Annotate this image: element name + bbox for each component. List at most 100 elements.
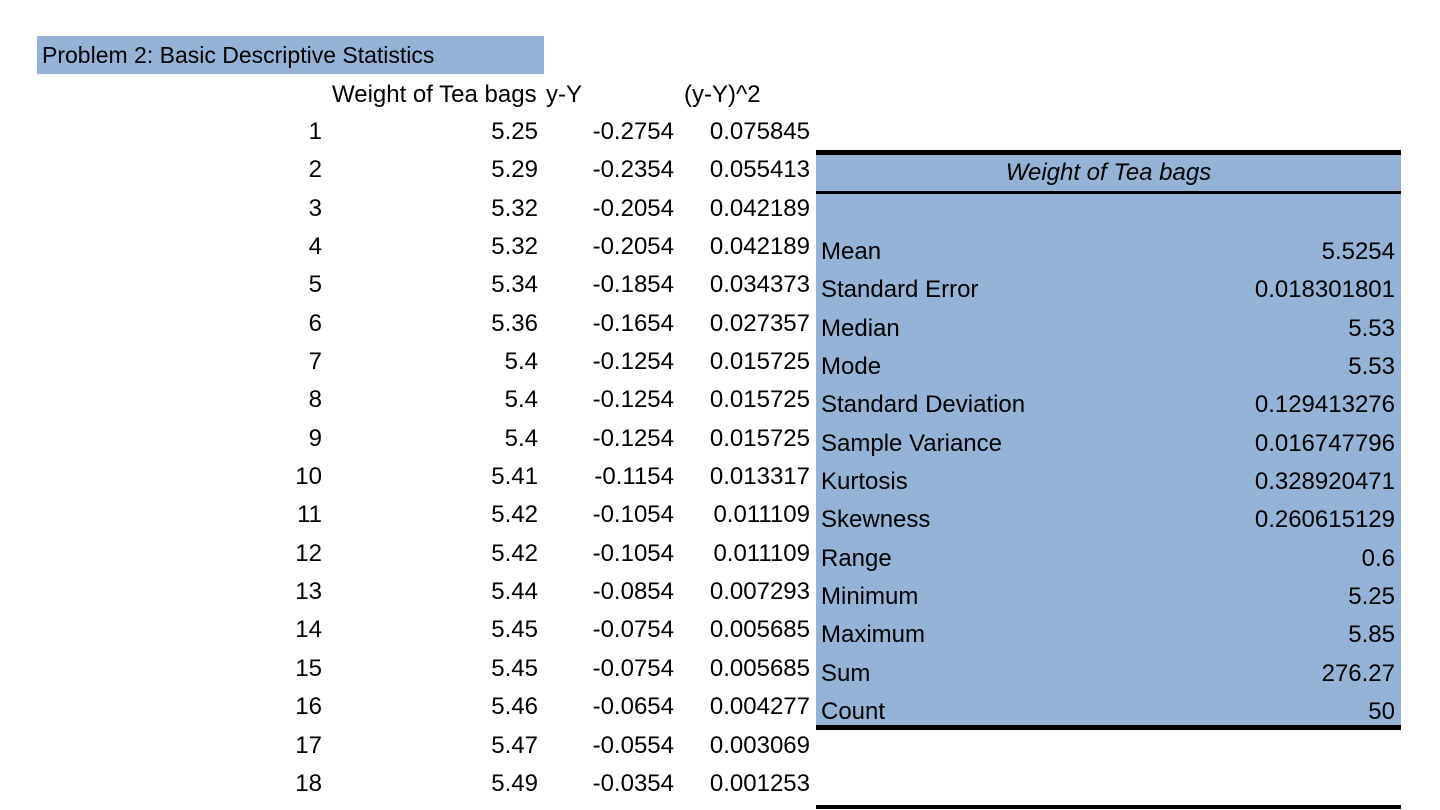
squared-cell: 0.015725 (709, 348, 810, 376)
squared-cell: 0.005685 (709, 616, 810, 644)
stat-row: Kurtosis 0.328920471 (816, 463, 1401, 501)
deviation-cell: -0.1654 (592, 309, 674, 337)
stat-value: 276.27 (1321, 659, 1395, 687)
stat-row: Range 0.6 (816, 540, 1401, 578)
stat-row: Count 50 (816, 693, 1401, 731)
stat-row: Standard Deviation 0.129413276 (816, 386, 1401, 424)
stat-value: 0.260615129 (1254, 506, 1395, 534)
stat-row: Maximum 5.85 (816, 616, 1401, 654)
deviation-cell: -0.1154 (594, 463, 674, 491)
stat-value: 0.129413276 (1254, 391, 1395, 419)
deviation-cell: -0.1054 (592, 501, 674, 529)
weight-cell: 5.32 (491, 233, 538, 261)
weight-cell: 5.36 (491, 309, 538, 337)
stat-row: Median 5.53 (816, 310, 1401, 348)
stat-label: Range (821, 544, 892, 572)
deviation-cell: -0.0654 (592, 693, 674, 721)
data-table: 1 5.25 -0.2754 0.075845 2 5.29 -0.2354 0.055413… (0, 113, 816, 803)
stat-value: 5.53 (1348, 353, 1395, 381)
table-row: 3 5.32 -0.2054 0.042189 (0, 190, 816, 228)
row-index: 1 (308, 118, 322, 145)
stat-label: Maximum (821, 621, 926, 649)
weight-cell: 5.47 (491, 731, 538, 759)
stat-label: Skewness (821, 506, 931, 534)
deviation-cell: -0.1254 (592, 424, 674, 452)
table-row: 2 5.29 -0.2354 0.055413 (0, 151, 816, 189)
stat-row: Mode 5.53 (816, 348, 1401, 386)
row-index: 9 (308, 424, 322, 452)
table-row: 12 5.42 -0.1054 0.011109 (0, 535, 816, 573)
stat-value: 0.016747796 (1254, 429, 1395, 457)
table-row: 9 5.4 -0.1254 0.015725 (0, 420, 816, 458)
stat-row: Mean 5.5254 (816, 233, 1401, 271)
stat-row: Minimum 5.25 (816, 578, 1401, 616)
stat-label: Mode (821, 353, 882, 381)
stat-value: 0.018301801 (1254, 276, 1395, 304)
squared-cell: 0.005685 (709, 654, 810, 682)
stat-value: 0.6 (1361, 544, 1395, 572)
weight-cell: 5.4 (504, 348, 538, 376)
table-row: 1 5.25 -0.2754 0.075845 (0, 113, 816, 151)
weight-cell: 5.4 (504, 386, 538, 414)
row-index: 13 (295, 578, 322, 606)
stats-heading: Weight of Tea bags (816, 155, 1401, 194)
stat-row: Skewness 0.260615129 (816, 501, 1401, 539)
header-deviation: y-Y (546, 81, 582, 108)
squared-cell: 0.003069 (709, 731, 810, 759)
squared-cell: 0.013317 (709, 463, 810, 491)
stat-row: Standard Error 0.018301801 (816, 271, 1401, 309)
row-index: 8 (308, 386, 322, 414)
squared-cell: 0.007293 (709, 578, 810, 606)
stat-row: Sum 276.27 (816, 655, 1401, 693)
squared-cell: 0.042189 (709, 233, 810, 261)
deviation-cell: -0.2054 (592, 233, 674, 261)
table-row: 8 5.4 -0.1254 0.015725 (0, 381, 816, 419)
row-index: 10 (295, 463, 322, 491)
deviation-cell: -0.1254 (592, 348, 674, 376)
squared-cell: 0.011109 (713, 501, 810, 529)
squared-cell: 0.015725 (709, 386, 810, 414)
deviation-cell: -0.2354 (592, 156, 674, 184)
weight-cell: 5.42 (491, 539, 538, 567)
stat-label: Sample Variance (821, 429, 1002, 457)
stat-row: Sample Variance 0.016747796 (816, 425, 1401, 463)
row-index: 3 (308, 194, 322, 222)
squared-cell: 0.055413 (709, 156, 810, 184)
stat-value: 50 (1368, 698, 1395, 726)
stat-value: 5.25 (1348, 583, 1395, 611)
stat-label: Mean (821, 238, 882, 265)
stat-label: Kurtosis (821, 468, 908, 496)
weight-cell: 5.34 (491, 271, 538, 299)
squared-cell: 0.001253 (709, 769, 810, 797)
deviation-cell: -0.2054 (592, 194, 674, 222)
table-row: 16 5.46 -0.0654 0.004277 (0, 688, 816, 726)
weight-cell: 5.25 (491, 118, 538, 145)
squared-cell: 0.015725 (709, 424, 810, 452)
deviation-cell: -0.0554 (592, 731, 674, 759)
stat-value: 5.53 (1348, 314, 1395, 342)
table-row: 5 5.34 -0.1854 0.034373 (0, 266, 816, 304)
header-weight: Weight of Tea bags (332, 81, 537, 108)
weight-cell: 5.45 (491, 654, 538, 682)
row-index: 14 (295, 616, 322, 644)
stat-value: 5.85 (1348, 621, 1395, 649)
table-row: 6 5.36 -0.1654 0.027357 (0, 305, 816, 343)
squared-cell: 0.075845 (709, 118, 810, 145)
table-row: 17 5.47 -0.0554 0.003069 (0, 727, 816, 765)
row-index: 16 (295, 693, 322, 721)
table-row: 10 5.41 -0.1154 0.013317 (0, 458, 816, 496)
row-index: 11 (297, 501, 322, 529)
row-index: 2 (308, 156, 322, 184)
stat-label: Sum (821, 659, 871, 687)
descriptive-stats-table: Weight of Tea bags Mean 5.5254 Standard Er… (816, 150, 1401, 730)
table-row: 7 5.4 -0.1254 0.015725 (0, 343, 816, 381)
weight-cell: 5.4 (504, 424, 538, 452)
stat-label: Minimum (821, 583, 919, 611)
bottom-rule (816, 805, 1401, 809)
deviation-cell: -0.1054 (592, 539, 674, 567)
deviation-cell: -0.1254 (592, 386, 674, 414)
row-index: 5 (308, 271, 322, 299)
stats-rows: Mean 5.5254 Standard Error 0.018301801 Media… (816, 233, 1401, 731)
stat-value: 0.328920471 (1254, 468, 1395, 496)
table-row: 18 5.49 -0.0354 0.001253 (0, 765, 816, 803)
